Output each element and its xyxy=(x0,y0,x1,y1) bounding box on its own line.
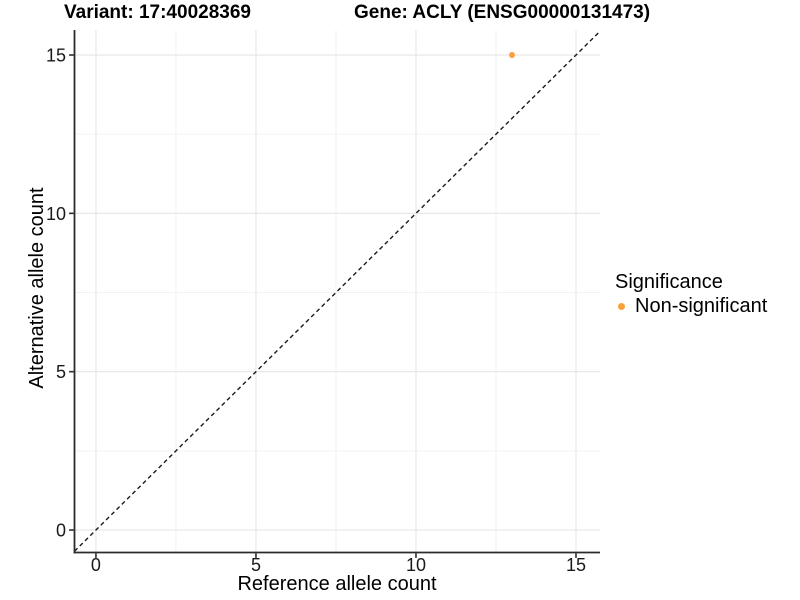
y-tick-label: 10 xyxy=(46,204,66,224)
plot-title-variant: Variant: 17:40028369 xyxy=(64,2,251,23)
identity-line xyxy=(74,30,601,552)
legend: Significance Non-significant xyxy=(615,270,767,317)
x-tick-label: 0 xyxy=(91,555,101,575)
legend-point-icon xyxy=(618,302,625,310)
y-tick-label: 5 xyxy=(56,362,66,382)
scatter-point xyxy=(508,52,515,59)
legend-item: Non-significant xyxy=(615,295,767,317)
plot-title-gene: Gene: ACLY (ENSG00000131473) xyxy=(354,2,651,23)
legend-item-label: Non-significant xyxy=(635,295,768,317)
x-tick-label: 15 xyxy=(566,555,586,575)
y-axis-title: Alternative allele count xyxy=(26,187,48,389)
y-tick-label: 0 xyxy=(56,521,66,541)
x-tick-label: 10 xyxy=(406,555,426,575)
legend-items: Non-significant xyxy=(615,295,767,317)
legend-title: Significance xyxy=(615,271,723,293)
x-tick-label: 5 xyxy=(251,555,261,575)
x-axis-title: Reference allele count xyxy=(237,573,437,595)
y-tick-label: 15 xyxy=(46,46,66,66)
